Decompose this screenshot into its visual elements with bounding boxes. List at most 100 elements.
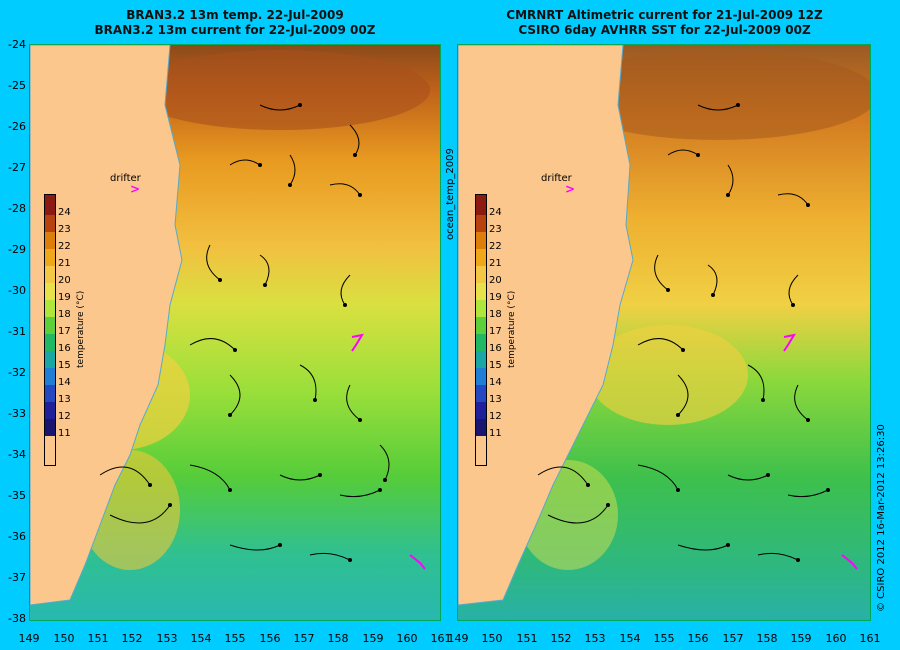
legend-swatch: [45, 402, 55, 419]
y-tick: -34: [8, 448, 26, 461]
drifter-track-mid: [351, 333, 365, 352]
dataset-label: ocean_temp_2009: [445, 148, 456, 240]
left-map-svg: [30, 45, 440, 620]
legend-swatch: [476, 300, 486, 317]
left-title-line1: BRAN3.2 13m temp. 22-Jul-2009: [126, 8, 344, 22]
legend-swatch: [476, 195, 486, 215]
x-tick: 157: [722, 632, 744, 645]
y-tick: -35: [8, 489, 26, 502]
legend-label: 21: [58, 258, 71, 269]
legend-label: 11: [58, 428, 71, 439]
x-tick: 150: [481, 632, 503, 645]
legend-swatch: [476, 266, 486, 283]
copyright-credit: © CSIRO 2012 16-Mar-2012 13:26:30: [876, 424, 887, 612]
x-tick: 152: [121, 632, 143, 645]
legend-label: 22: [58, 241, 71, 252]
legend-swatch: [45, 334, 55, 351]
right-panel-title: CMRNRT Altimetric current for 21-Jul-200…: [458, 8, 871, 38]
left-map-panel: [29, 44, 441, 621]
x-tick: 161: [430, 632, 452, 645]
legend-label: 23: [58, 224, 71, 235]
x-tick: 155: [224, 632, 246, 645]
x-tick: 149: [18, 632, 40, 645]
legend-swatch: [45, 195, 55, 215]
legend-label: 24: [489, 207, 502, 218]
current-vectors: [537, 104, 829, 561]
legend-label: 17: [489, 326, 502, 337]
y-tick: -31: [8, 325, 26, 338]
vector-heads: [148, 103, 387, 562]
x-tick: 158: [327, 632, 349, 645]
legend-swatch: [45, 419, 55, 436]
coastline-land: [458, 45, 634, 606]
warm-eddy: [588, 325, 748, 425]
legend-swatch: [476, 232, 486, 249]
left-panel-title: BRAN3.2 13m temp. 22-Jul-2009 BRAN3.2 13…: [30, 8, 440, 38]
coastline-land: [30, 45, 183, 606]
legend-label: 23: [489, 224, 502, 235]
legend-label: 22: [489, 241, 502, 252]
warm-core: [558, 50, 870, 140]
legend-swatch: [476, 402, 486, 419]
right-title-line2: CSIRO 6day AVHRR SST for 22-Jul-2009 00Z: [518, 23, 811, 37]
x-tick: 151: [87, 632, 109, 645]
vector-heads: [586, 103, 830, 562]
drifter-marker-right: >: [565, 182, 576, 196]
x-tick: 156: [687, 632, 709, 645]
legend-swatch: [45, 283, 55, 300]
y-tick: -27: [8, 161, 26, 174]
y-tick: -36: [8, 530, 26, 543]
legend-label: 12: [489, 411, 502, 422]
legend-label: 14: [58, 377, 71, 388]
legend-label: 24: [58, 207, 71, 218]
drifter-track-south: [409, 554, 426, 570]
x-tick: 149: [447, 632, 469, 645]
left-title-line2: BRAN3.2 13m current for 22-Jul-2009 00Z: [94, 23, 376, 37]
legend-label: 14: [489, 377, 502, 388]
right-map-panel: [457, 44, 871, 621]
legend-swatch: [476, 385, 486, 402]
legend-swatch: [45, 317, 55, 334]
legend-label: 17: [58, 326, 71, 337]
y-tick: -30: [8, 284, 26, 297]
x-tick: 158: [756, 632, 778, 645]
legend-swatch: [476, 249, 486, 266]
legend-swatch: [476, 351, 486, 368]
legend-label: 18: [58, 309, 71, 320]
x-tick: 159: [362, 632, 384, 645]
y-tick: -32: [8, 366, 26, 379]
right-map-svg: [458, 45, 870, 620]
y-tick: -37: [8, 571, 26, 584]
current-vectors: [99, 104, 390, 561]
legend-swatch: [45, 351, 55, 368]
legend-colorbar-right: [475, 194, 487, 466]
legend-swatch: [45, 215, 55, 232]
x-tick: 151: [516, 632, 538, 645]
legend-label: 12: [58, 411, 71, 422]
legend-swatch: [45, 300, 55, 317]
legend-label: 19: [58, 292, 71, 303]
y-tick: -28: [8, 202, 26, 215]
legend-swatch: [476, 215, 486, 232]
legend-swatch: [45, 368, 55, 385]
x-tick: 154: [190, 632, 212, 645]
x-tick: 154: [619, 632, 641, 645]
drifter-marker-left: >: [130, 182, 141, 196]
drifter-label-left: drifter: [110, 173, 141, 184]
drifter-track-south: [841, 554, 858, 570]
legend-colorbar-left: [44, 194, 56, 466]
right-title-line1: CMRNRT Altimetric current for 21-Jul-200…: [506, 8, 823, 22]
legend-swatch: [45, 385, 55, 402]
x-tick: 157: [293, 632, 315, 645]
legend-swatch: [476, 283, 486, 300]
x-tick: 160: [825, 632, 847, 645]
x-tick: 160: [396, 632, 418, 645]
legend-label: 20: [489, 275, 502, 286]
legend-title-left: temperature (°C): [76, 290, 86, 368]
y-tick: -24: [8, 38, 26, 51]
legend-swatch: [476, 419, 486, 436]
x-tick: 156: [259, 632, 281, 645]
legend-swatch: [45, 249, 55, 266]
y-tick: -25: [8, 79, 26, 92]
x-tick: 155: [653, 632, 675, 645]
